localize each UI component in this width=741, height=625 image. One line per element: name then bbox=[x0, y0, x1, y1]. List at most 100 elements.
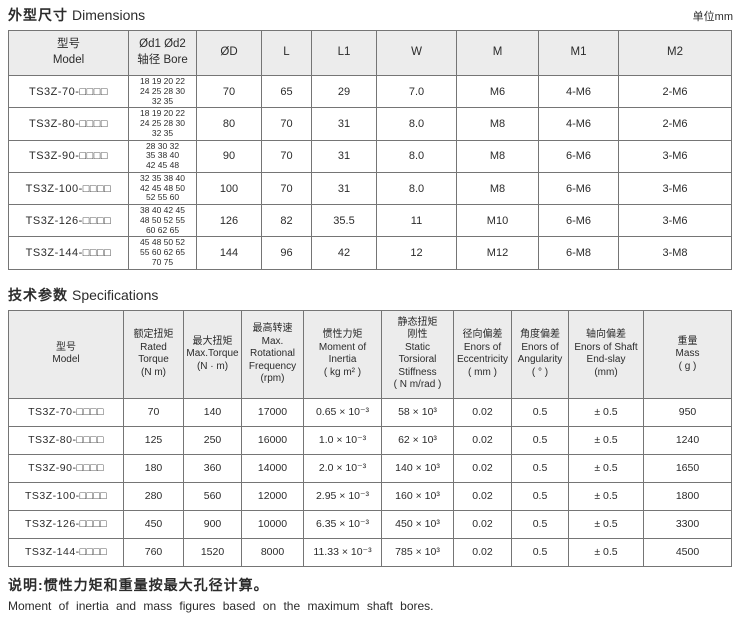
column-header: 型号 Model bbox=[8, 309, 124, 399]
table-cell: 8000 bbox=[241, 537, 304, 567]
table-row: TS3Z-70-□□□□ 70 140 17000 0.65 × 10⁻³ 58 × 10… bbox=[8, 397, 732, 427]
table-cell: 35.5 bbox=[311, 204, 377, 238]
table-cell: 900 bbox=[183, 509, 242, 539]
table-cell: 0.02 bbox=[453, 425, 512, 455]
table-cell: 7.0 bbox=[376, 74, 457, 109]
bore-cell: 18 19 20 22 24 25 28 30 32 35 bbox=[128, 107, 197, 141]
table-row: TS3Z-100-□□□□ 32 35 38 40 42 45 48 50 52 … bbox=[8, 171, 732, 206]
table-row: TS3Z-144-□□□□ 45 48 50 52 55 60 62 65 70 … bbox=[8, 236, 732, 270]
dimensions-title-zh: 外型尺寸 bbox=[8, 7, 68, 23]
table-cell: 180 bbox=[123, 453, 184, 483]
model-cell: TS3Z-80-□□□□ bbox=[8, 107, 129, 141]
header-row: 型号 Model 额定扭矩 Rated Torque (N m) 最大扭矩 Max.… bbox=[8, 309, 732, 399]
table-cell: ± 0.5 bbox=[568, 481, 644, 511]
table-cell: 1650 bbox=[643, 453, 732, 483]
model-cell: TS3Z-70-□□□□ bbox=[8, 74, 129, 109]
table-row: TS3Z-144-□□□□ 760 1520 8000 11.33 × 10⁻³ 785 … bbox=[8, 537, 732, 567]
column-header: 型号 Model bbox=[8, 30, 129, 76]
table-cell: 100 bbox=[196, 171, 262, 206]
table-cell: 70 bbox=[261, 139, 312, 173]
column-header: 最高转速 Max. Rotational Frequency (rpm) bbox=[241, 309, 304, 399]
table-cell: 31 bbox=[311, 171, 377, 206]
table-cell: 3-M8 bbox=[618, 236, 732, 270]
table-cell: ± 0.5 bbox=[568, 425, 644, 455]
table-row: TS3Z-70-□□□□ 18 19 20 22 24 25 28 30 32 3… bbox=[8, 74, 732, 109]
table-cell: 3300 bbox=[643, 509, 732, 539]
footnote-en: Moment of inertia and mass figures based… bbox=[8, 598, 434, 613]
table-cell: 29 bbox=[311, 74, 377, 109]
table-cell: 80 bbox=[196, 107, 262, 141]
table-cell: 31 bbox=[311, 107, 377, 141]
model-cell: TS3Z-90-□□□□ bbox=[8, 453, 124, 483]
table-cell: 6.35 × 10⁻³ bbox=[303, 509, 382, 539]
model-cell: TS3Z-90-□□□□ bbox=[8, 139, 129, 173]
table-cell: 82 bbox=[261, 204, 312, 238]
table-cell: M8 bbox=[456, 139, 539, 173]
model-cell: TS3Z-126-□□□□ bbox=[8, 509, 124, 539]
table-cell: 65 bbox=[261, 74, 312, 109]
model-cell: TS3Z-144-□□□□ bbox=[8, 236, 129, 270]
bore-cell: 32 35 38 40 42 45 48 50 52 55 60 bbox=[128, 171, 197, 206]
table-cell: 140 × 10³ bbox=[381, 453, 454, 483]
table-cell: 0.5 bbox=[511, 453, 569, 483]
table-cell: 8.0 bbox=[376, 171, 457, 206]
bore-cell: 45 48 50 52 55 60 62 65 70 75 bbox=[128, 236, 197, 270]
column-header: L1 bbox=[311, 30, 377, 76]
table-cell: 0.5 bbox=[511, 425, 569, 455]
table-cell: 42 bbox=[311, 236, 377, 270]
table-row: TS3Z-90-□□□□ 28 30 32 35 38 40 42 45 48 90… bbox=[8, 139, 732, 173]
table-cell: M8 bbox=[456, 107, 539, 141]
bore-cell: 18 19 20 22 24 25 28 30 32 35 bbox=[128, 74, 197, 109]
table-cell: 140 bbox=[183, 397, 242, 427]
table-cell: 2.95 × 10⁻³ bbox=[303, 481, 382, 511]
table-cell: 160 × 10³ bbox=[381, 481, 454, 511]
dimensions-title-en: Dimensions bbox=[72, 7, 146, 23]
table-cell: 1800 bbox=[643, 481, 732, 511]
table-cell: M10 bbox=[456, 204, 539, 238]
column-header: 惯性力矩 Moment of Inertia ( kg m² ) bbox=[303, 309, 382, 399]
table-cell: 144 bbox=[196, 236, 262, 270]
table-row: TS3Z-100-□□□□ 280 560 12000 2.95 × 10⁻³ 160 ×… bbox=[8, 481, 732, 511]
table-cell: ± 0.5 bbox=[568, 537, 644, 567]
table-cell: 70 bbox=[261, 107, 312, 141]
table-cell: 3-M6 bbox=[618, 204, 732, 238]
table-cell: 11 bbox=[376, 204, 457, 238]
table-cell: 12000 bbox=[241, 481, 304, 511]
specifications-title: 技术参数 Specifications bbox=[8, 286, 158, 304]
table-cell: 0.02 bbox=[453, 481, 512, 511]
table-row: TS3Z-90-□□□□ 180 360 14000 2.0 × 10⁻³ 140 × 1… bbox=[8, 453, 732, 483]
table-cell: 0.02 bbox=[453, 537, 512, 567]
column-header: 重量 Mass ( g ) bbox=[643, 309, 732, 399]
column-header: M1 bbox=[538, 30, 619, 76]
table-cell: 1.0 × 10⁻³ bbox=[303, 425, 382, 455]
table-cell: 785 × 10³ bbox=[381, 537, 454, 567]
table-cell: 12 bbox=[376, 236, 457, 270]
specifications-title-zh: 技术参数 bbox=[8, 286, 68, 303]
footnote: 说明:惯性力矩和重量按最大孔径计算。 Moment of inertia and… bbox=[8, 575, 733, 615]
table-cell: 125 bbox=[123, 425, 184, 455]
table-cell: ± 0.5 bbox=[568, 453, 644, 483]
column-header: 径向偏差 Enors of Eccentricity ( mm ) bbox=[453, 309, 512, 399]
table-cell: 0.5 bbox=[511, 509, 569, 539]
table-cell: 3-M6 bbox=[618, 171, 732, 206]
column-header: 轴向偏差 Enors of Shaft End-slay (mm) bbox=[568, 309, 644, 399]
table-cell: 2.0 × 10⁻³ bbox=[303, 453, 382, 483]
table-cell: 90 bbox=[196, 139, 262, 173]
table-cell: 31 bbox=[311, 139, 377, 173]
specifications-title-en: Specifications bbox=[72, 286, 159, 303]
model-cell: TS3Z-100-□□□□ bbox=[8, 481, 124, 511]
table-cell: 70 bbox=[123, 397, 184, 427]
table-cell: 4-M6 bbox=[538, 107, 619, 141]
table-cell: ± 0.5 bbox=[568, 397, 644, 427]
table-cell: 58 × 10³ bbox=[381, 397, 454, 427]
column-header: Ød1 Ød2 轴径 Bore bbox=[128, 30, 197, 76]
table-cell: 0.65 × 10⁻³ bbox=[303, 397, 382, 427]
column-header: M bbox=[456, 30, 539, 76]
table-cell: 0.02 bbox=[453, 453, 512, 483]
column-header: 额定扭矩 Rated Torque (N m) bbox=[123, 309, 184, 399]
footnote-zh: 说明:惯性力矩和重量按最大孔径计算。 bbox=[8, 576, 269, 593]
table-cell: 4500 bbox=[643, 537, 732, 567]
table-cell: 760 bbox=[123, 537, 184, 567]
table-cell: 560 bbox=[183, 481, 242, 511]
table-cell: 0.02 bbox=[453, 509, 512, 539]
